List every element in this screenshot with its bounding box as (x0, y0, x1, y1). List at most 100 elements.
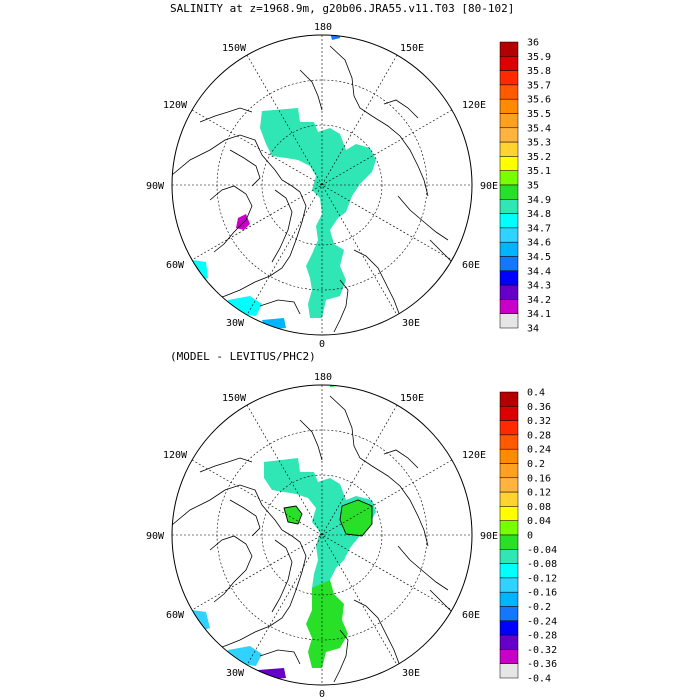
top-coastlines (172, 45, 461, 333)
bottom-colorbar-label: 0.16 (527, 473, 551, 484)
top-colorbar-swatch (499, 213, 519, 229)
bottom-colorbar-label: 0.12 (527, 488, 551, 499)
bottom-lon-120w: 120W (163, 450, 188, 461)
bottom-colorbar-label: 0.04 (527, 516, 551, 527)
bottom-colorbar-label: 0.36 (527, 402, 551, 413)
top-colorbar-label: 36 (527, 38, 539, 49)
top-lon-30e: 30E (402, 318, 420, 329)
bottom-lon-30w: 30W (226, 668, 245, 679)
top-lon-120e: 120E (462, 100, 486, 111)
top-colorbar-swatch (499, 156, 519, 171)
top-colorbar-label: 34 (527, 324, 539, 335)
bottom-graticule (172, 385, 472, 685)
salinity-field-34-6 (330, 35, 340, 40)
bottom-colorbar-label: -0.4 (527, 674, 551, 685)
top-panel: SALINITY at z=1968.9m, g20b06.JRA55.v11.… (146, 2, 551, 350)
salinity-field-35 (260, 108, 376, 318)
bottom-colorbar-swatch (499, 434, 519, 450)
top-lon-60w: 60W (166, 260, 185, 271)
bottom-lon-90e: 90E (480, 531, 498, 542)
top-map (172, 35, 461, 333)
bottom-colorbar-swatch (499, 477, 519, 493)
top-colorbar-swatch (499, 284, 519, 300)
bottom-colorbar-label: -0.2 (527, 602, 551, 613)
bottom-map-border (171, 384, 473, 686)
top-lon-150w: 150W (222, 43, 247, 54)
top-colorbar-label: 35.4 (527, 123, 551, 134)
top-colorbar-label: 34.9 (527, 195, 551, 206)
bottom-colorbar-swatch (499, 391, 519, 407)
top-lon-60e: 60E (462, 260, 480, 271)
bottom-lon-30e: 30E (402, 668, 420, 679)
bottom-colorbar-label: -0.28 (527, 631, 557, 642)
top-colorbar-label: 35.5 (527, 109, 551, 120)
bottom-colorbar-label: 0.08 (527, 502, 551, 513)
top-colorbar-swatch (499, 56, 519, 71)
bottom-lon-120e: 120E (462, 450, 486, 461)
diff-zero-contours (283, 499, 373, 537)
bottom-colorbar-swatch (499, 506, 519, 521)
diff-field-0-east (340, 500, 372, 536)
bottom-colorbar: 0.4 0.36 0.32 0.28 0.24 0.2 0.16 0.12 0.08 0.04 0 -… (499, 388, 557, 685)
diff-field-0-west (284, 506, 302, 524)
top-colorbar-label: 34.3 (527, 281, 551, 292)
top-map-border (171, 34, 473, 336)
bottom-lon-0: 0 (319, 689, 325, 700)
top-colorbar-swatch (499, 299, 519, 314)
bottom-colorbar-swatch (499, 534, 519, 550)
top-colorbar-label: 35.3 (527, 138, 551, 149)
bottom-colorbar-label: -0.24 (527, 616, 557, 627)
top-colorbar-label: 34.7 (527, 223, 551, 234)
bottom-colorbar-swatch (499, 663, 519, 679)
top-lon-90w: 90W (146, 181, 165, 192)
bottom-lon-150w: 150W (222, 393, 247, 404)
top-colorbar-swatch (499, 313, 519, 329)
diff-field-neg-0-04 (264, 458, 376, 588)
top-colorbar-label: 34.8 (527, 209, 551, 220)
top-colorbar-swatch (499, 227, 519, 243)
top-title: SALINITY at z=1968.9m, g20b06.JRA55.v11.… (170, 2, 514, 15)
bottom-colorbar-swatch (499, 620, 519, 636)
top-lon-30w: 30W (226, 318, 245, 329)
bottom-colorbar-label: -0.32 (527, 645, 557, 656)
top-colorbar-swatch (499, 270, 519, 286)
bottom-colorbar-label: 0.4 (527, 388, 545, 399)
bottom-colorbar-swatch (499, 606, 519, 622)
bottom-colorbar-swatch (499, 634, 519, 650)
bottom-colorbar-swatch (499, 649, 519, 664)
bottom-colorbar-swatch (499, 420, 519, 436)
bottom-colorbar-swatch (499, 549, 519, 564)
top-colorbar-swatch (499, 170, 519, 186)
bottom-colorbar-label: 0 (527, 531, 533, 542)
top-colorbar-label: 34.6 (527, 238, 551, 249)
bottom-colorbar-label: -0.12 (527, 573, 557, 584)
top-lon-180: 180 (314, 22, 332, 33)
bottom-colorbar-label: 0.2 (527, 459, 545, 470)
top-lon-90e: 90E (480, 181, 498, 192)
bottom-lon-180: 180 (314, 372, 332, 383)
top-colorbar: 36 35.9 35.8 35.7 35.6 35.5 35.4 35.3 35.2 35.1 35… (499, 38, 551, 335)
bottom-map (172, 385, 461, 683)
top-colorbar-swatch (499, 98, 519, 114)
top-colorbar-swatch (499, 141, 519, 157)
bottom-colorbar-swatch (499, 406, 519, 421)
top-colorbar-label: 35.9 (527, 52, 551, 63)
top-colorbar-label: 35.2 (527, 152, 551, 163)
bottom-colorbar-label: 0.28 (527, 430, 551, 441)
top-colorbar-swatch (499, 84, 519, 100)
bottom-lon-60e: 60E (462, 610, 480, 621)
bottom-lon-90w: 90W (146, 531, 165, 542)
bottom-colorbar-swatch (499, 577, 519, 593)
top-colorbar-swatch (499, 70, 519, 86)
top-colorbar-label: 35.6 (527, 95, 551, 106)
bottom-colorbar-swatch (499, 463, 519, 479)
top-colorbar-label: 35.1 (527, 166, 551, 177)
top-colorbar-label: 35.8 (527, 66, 551, 77)
bottom-title: (MODEL - LEVITUS/PHC2) (170, 350, 316, 363)
bottom-colorbar-label: -0.36 (527, 659, 557, 670)
top-colorbar-swatch (499, 241, 519, 257)
top-colorbar-label: 34.4 (527, 266, 551, 277)
top-colorbar-label: 35.7 (527, 80, 551, 91)
diff-field-neg-0-12-w (190, 610, 210, 632)
